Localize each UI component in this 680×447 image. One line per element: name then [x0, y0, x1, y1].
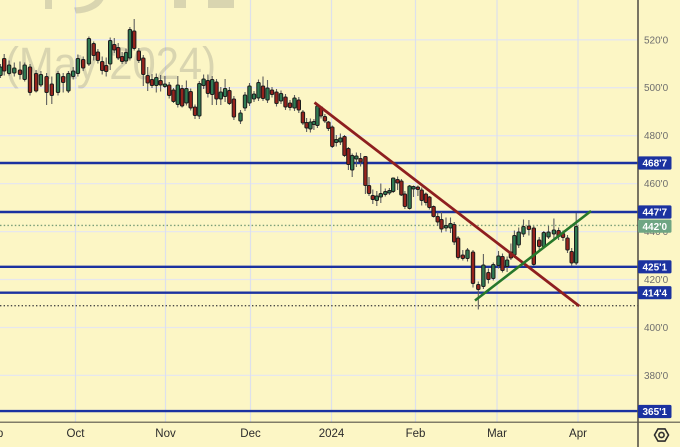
svg-text:447'7: 447'7 — [642, 208, 667, 219]
svg-text:425'1: 425'1 — [642, 262, 667, 273]
svg-text:Feb: Feb — [406, 428, 426, 440]
svg-text:Apr: Apr — [569, 428, 587, 440]
svg-text:ep: ep — [0, 428, 3, 440]
svg-text:414'4: 414'4 — [642, 288, 667, 299]
svg-text:380'0: 380'0 — [644, 371, 669, 382]
svg-text:460'0: 460'0 — [644, 179, 669, 190]
svg-text:500'0: 500'0 — [644, 83, 669, 94]
svg-text:Mar: Mar — [487, 428, 507, 440]
svg-text:468'7: 468'7 — [642, 159, 667, 170]
svg-text:400'0: 400'0 — [644, 323, 669, 334]
svg-text:Oct: Oct — [67, 428, 86, 440]
svg-text:Dec: Dec — [240, 428, 261, 440]
svg-text:2024: 2024 — [319, 428, 345, 440]
svg-text:442'0: 442'0 — [642, 222, 667, 233]
svg-text:520'0: 520'0 — [644, 35, 669, 46]
svg-text:365'1: 365'1 — [642, 407, 667, 418]
svg-text:Nov: Nov — [155, 428, 176, 440]
svg-text:420'0: 420'0 — [644, 275, 669, 286]
svg-text:480'0: 480'0 — [644, 131, 669, 142]
